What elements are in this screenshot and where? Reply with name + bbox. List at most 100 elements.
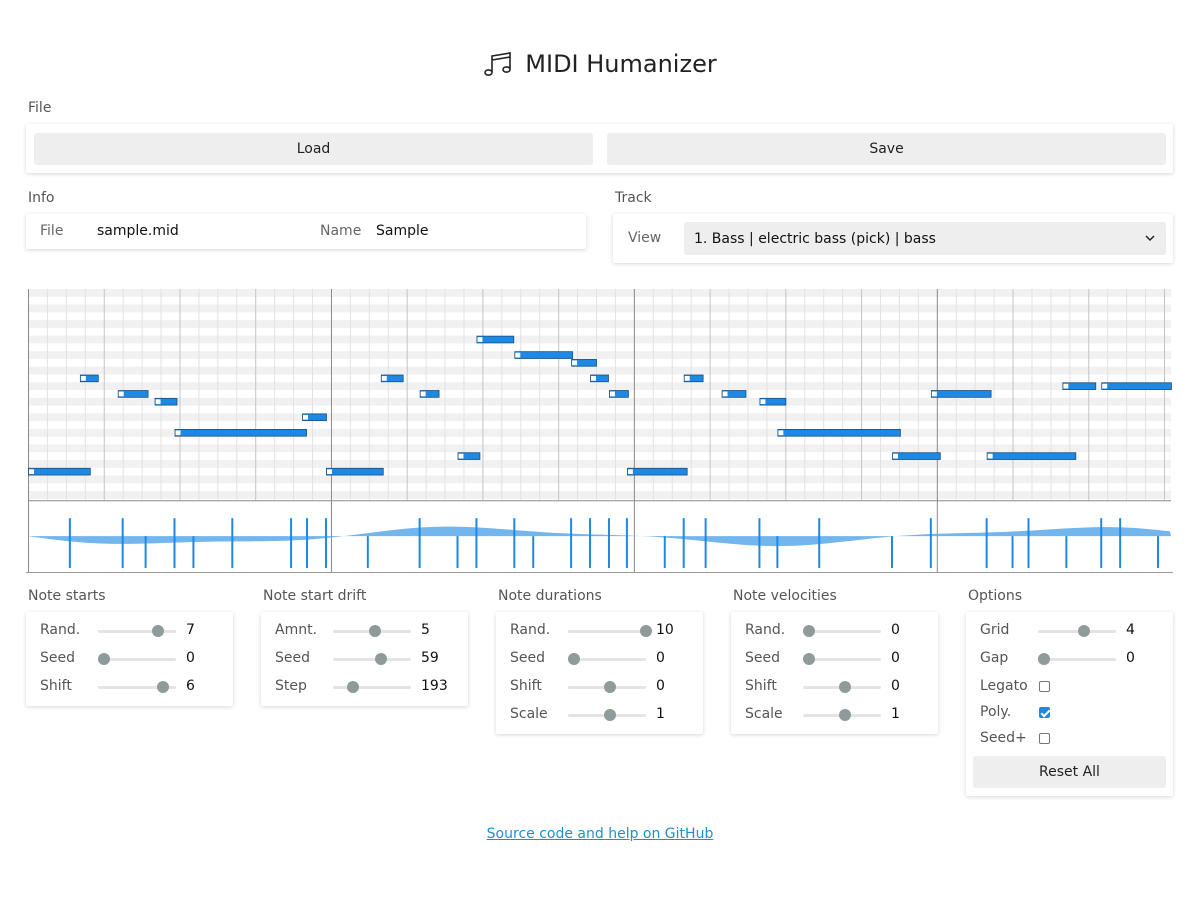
slider-knob[interactable] (157, 681, 170, 693)
note-block (1062, 382, 1097, 390)
note-block (609, 390, 629, 398)
music-notes-icon (484, 52, 512, 76)
grid-slider-knob[interactable] (1077, 625, 1090, 637)
app-title: MIDI Humanizer (525, 50, 717, 78)
note-block (590, 374, 609, 383)
slider-knob[interactable] (369, 625, 381, 637)
note-head (627, 469, 633, 475)
info-file-key: File (40, 223, 64, 239)
note-head (155, 399, 161, 405)
note-block (174, 429, 307, 437)
control-value: 1 (656, 706, 665, 722)
note-block (892, 452, 941, 460)
slider-knob[interactable] (568, 653, 580, 665)
control-value: 193 (421, 678, 448, 694)
note-block (627, 467, 688, 476)
roll-row (28, 444, 1171, 453)
slider-track[interactable] (98, 686, 176, 689)
slider-track[interactable] (333, 658, 411, 661)
slider-track[interactable] (803, 658, 881, 661)
note-head (987, 453, 993, 459)
slider-knob[interactable] (375, 653, 388, 665)
note-block (986, 452, 1077, 460)
control-value: 10 (656, 622, 674, 638)
slider-knob[interactable] (604, 681, 616, 693)
piano-roll[interactable] (26, 289, 1173, 573)
note-head (684, 375, 690, 381)
control-label: Scale (745, 706, 783, 722)
footer: Source code and help on GitHub (0, 826, 1200, 842)
note-block (79, 374, 99, 383)
control-panel: Amnt. 5 Seed 59 Step 193 (261, 612, 468, 706)
save-button[interactable]: Save (607, 133, 1166, 165)
note-block (721, 390, 747, 398)
note-head (572, 360, 578, 366)
note-block (28, 467, 91, 476)
legato-checkbox[interactable] (1039, 681, 1050, 692)
slider-knob[interactable] (604, 709, 616, 721)
control-value: 1 (891, 706, 900, 722)
slider-track[interactable] (333, 686, 411, 689)
grid-slider-track[interactable] (1038, 630, 1116, 633)
roll-row (28, 491, 1171, 499)
note-head (1102, 383, 1108, 389)
control-label: Rand. (40, 622, 81, 638)
note-head (326, 469, 332, 475)
gap-slider-track[interactable] (1038, 658, 1116, 661)
github-link[interactable]: Source code and help on GitHub (486, 826, 714, 842)
roll-row (28, 382, 1171, 391)
control-value: 0 (891, 678, 900, 694)
note-block (154, 397, 178, 406)
control-label: Shift (745, 678, 777, 694)
slider-knob[interactable] (839, 709, 851, 721)
roll-row (28, 335, 1171, 344)
roll-row (28, 428, 1171, 437)
slider-track[interactable] (803, 630, 881, 633)
slider-track[interactable] (568, 658, 646, 661)
control-value: 0 (186, 650, 195, 666)
roll-row (28, 475, 1171, 484)
load-button[interactable]: Load (34, 133, 593, 165)
roll-row (28, 351, 1171, 359)
control-label: Seed (745, 650, 780, 666)
control-value: 7 (186, 622, 195, 638)
slider-track[interactable] (98, 630, 176, 633)
note-head (381, 375, 387, 381)
slider-track[interactable] (568, 630, 646, 633)
slider-track[interactable] (98, 658, 176, 661)
poly-checkbox[interactable] (1039, 707, 1050, 718)
info-section-label: Info (28, 190, 55, 206)
slider-knob[interactable] (152, 625, 164, 637)
seed-plus-checkbox[interactable] (1039, 733, 1050, 744)
poly-label: Poly. (980, 704, 1012, 720)
slider-knob[interactable] (803, 653, 815, 665)
note-head (1063, 383, 1069, 389)
gap-slider-knob[interactable] (1038, 653, 1050, 665)
slider-knob[interactable] (803, 625, 815, 637)
note-head (477, 337, 483, 342)
reset-all-button[interactable]: Reset All (973, 756, 1166, 788)
control-value: 0 (891, 622, 900, 638)
note-head (778, 430, 784, 436)
track-select[interactable]: 1. Bass | electric bass (pick) | bass (684, 222, 1166, 255)
control-label: Rand. (510, 622, 551, 638)
note-block (777, 429, 901, 437)
control-label: Seed (40, 650, 75, 666)
info-name-key: Name (320, 223, 362, 239)
note-head (303, 414, 309, 420)
control-value: 5 (421, 622, 430, 638)
control-value: 0 (891, 650, 900, 666)
slider-knob[interactable] (640, 625, 652, 637)
gap-label: Gap (980, 650, 1009, 666)
note-head (515, 352, 521, 358)
options-card: Grid 4 Gap 0 Legato Poly. Seed+ Reset Al… (966, 612, 1173, 796)
roll-row (28, 320, 1171, 328)
slider-knob[interactable] (839, 681, 851, 693)
control-label: Shift (40, 678, 72, 694)
chevron-down-icon (1145, 235, 1155, 242)
note-block (476, 335, 515, 344)
note-block (419, 390, 440, 398)
drift-curve (28, 526, 1171, 547)
slider-knob[interactable] (347, 681, 360, 693)
slider-knob[interactable] (98, 653, 110, 665)
